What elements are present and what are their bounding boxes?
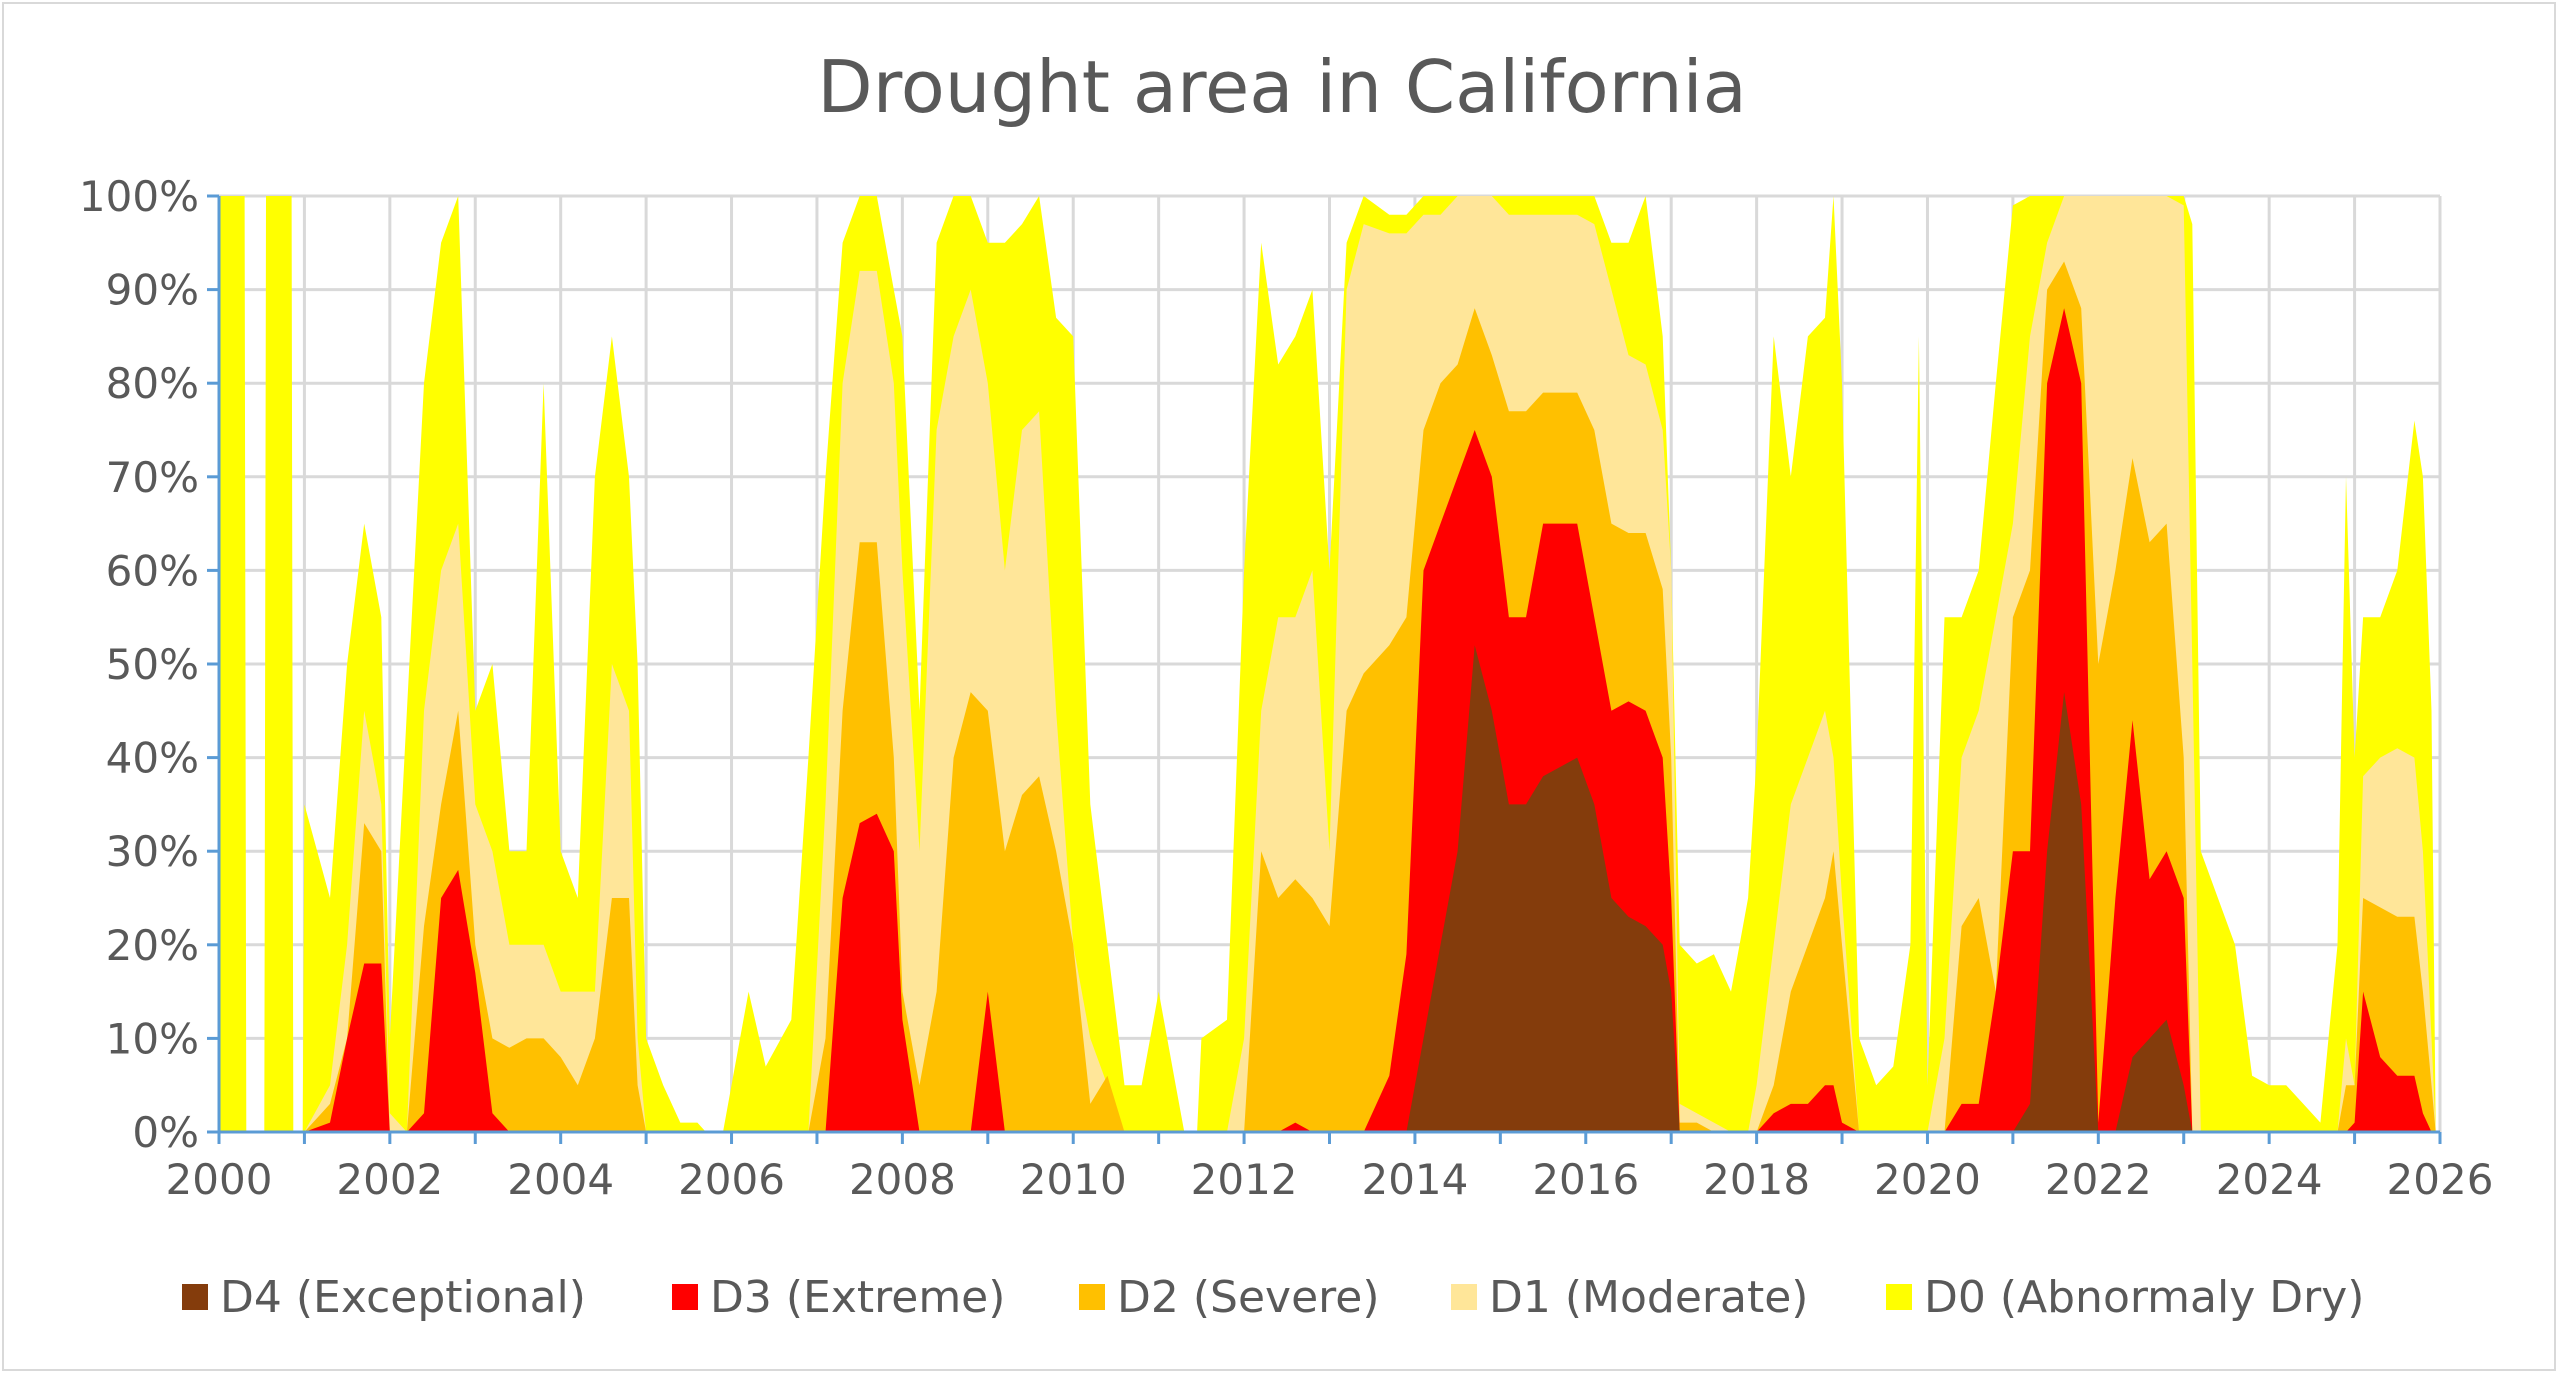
x-tick-label: 2000 [166,1155,273,1204]
chart-title: Drought area in California [817,45,1746,129]
legend-label: D1 (Moderate) [1489,1272,1808,1323]
legend-item-d1: D1 (Moderate) [1451,1272,1808,1323]
legend-item-d4: D4 (Exceptional) [182,1272,586,1323]
x-tick-label: 2022 [2045,1155,2152,1204]
x-tick-label: 2018 [1703,1155,1810,1204]
x-tick-label: 2010 [1020,1155,1127,1204]
legend-label: D2 (Severe) [1117,1272,1380,1323]
y-tick-label: 60% [106,546,199,595]
x-tick-label: 2024 [2216,1155,2323,1204]
y-tick-label: 20% [106,921,199,970]
y-tick-label: 100% [79,172,199,221]
legend-item-d3: D3 (Extreme) [672,1272,1005,1323]
legend-label: D4 (Exceptional) [220,1272,586,1323]
legend: D4 (Exceptional) D3 (Extreme) D2 (Severe) D… [182,1272,2364,1323]
legend-label: D0 (Abnormaly Dry) [1924,1272,2364,1323]
areas [219,196,2436,1132]
drought-area-chart: Drought area in California 0% 10% 20% 30% 40… [79,45,2494,1323]
x-tick-label: 2004 [507,1155,614,1204]
axes: 0% 10% 20% 30% 40% 50% 60% 70% 80% 90% 100% 2000 200… [79,172,2494,1204]
x-tick-label: 2014 [1361,1155,1468,1204]
legend-label: D3 (Extreme) [710,1272,1005,1323]
y-tick-label: 40% [106,734,199,783]
x-tick-label: 2008 [849,1155,956,1204]
y-tick-label: 0% [132,1108,199,1157]
x-tick-label: 2006 [678,1155,785,1204]
y-tick-label: 30% [106,827,199,876]
legend-swatch [1451,1284,1477,1310]
y-tick-label: 90% [106,266,199,315]
y-tick-label: 70% [106,453,199,502]
legend-item-d0: D0 (Abnormaly Dry) [1886,1272,2364,1323]
legend-item-d2: D2 (Severe) [1079,1272,1380,1323]
x-tick-label: 2020 [1874,1155,1981,1204]
y-tick-label: 50% [106,640,199,689]
x-tick-label: 2026 [2387,1155,2494,1204]
x-tick-label: 2002 [336,1155,443,1204]
y-tick-label: 80% [106,359,199,408]
legend-swatch [1079,1284,1105,1310]
legend-swatch [672,1284,698,1310]
y-tick-label: 10% [106,1014,199,1063]
x-tick-label: 2016 [1532,1155,1639,1204]
area-d0 [219,196,2436,1132]
area-d3 [219,308,2436,1132]
x-tick-label: 2012 [1191,1155,1298,1204]
legend-swatch [1886,1284,1912,1310]
legend-swatch [182,1284,208,1310]
